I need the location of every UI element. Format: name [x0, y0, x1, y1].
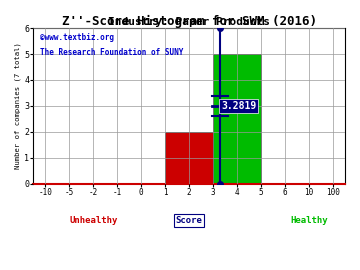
Title: Z''-Score Histogram for SWM (2016): Z''-Score Histogram for SWM (2016)	[62, 15, 317, 28]
Text: The Research Foundation of SUNY: The Research Foundation of SUNY	[40, 48, 183, 57]
Text: ©www.textbiz.org: ©www.textbiz.org	[40, 33, 114, 42]
Text: Healthy: Healthy	[290, 216, 328, 225]
Text: 3.2819: 3.2819	[221, 101, 256, 111]
Y-axis label: Number of companies (7 total): Number of companies (7 total)	[15, 42, 22, 169]
Text: Score: Score	[176, 216, 203, 225]
Text: Industry: Paper Products: Industry: Paper Products	[108, 17, 270, 27]
Text: Unhealthy: Unhealthy	[69, 216, 118, 225]
Bar	[165, 132, 213, 184]
Bar	[213, 54, 261, 184]
